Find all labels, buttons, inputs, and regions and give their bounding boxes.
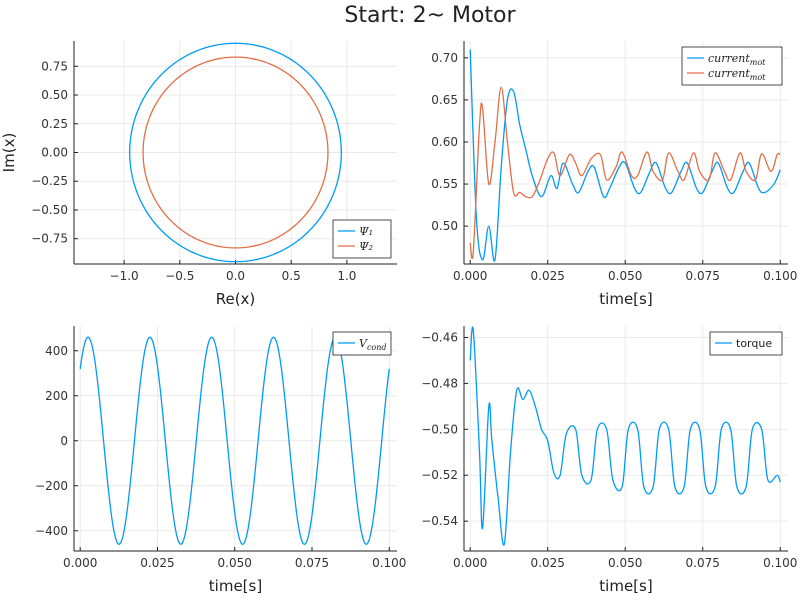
legend: Ψ₁ Ψ₂	[332, 219, 392, 259]
y-tick-label: −0.50	[421, 422, 458, 436]
y-tick-label: −400	[35, 524, 68, 538]
series-line-1	[469, 49, 781, 262]
legend-label: Vcond	[359, 337, 387, 352]
x-tick-label: 0.100	[372, 556, 406, 570]
y-tick-label: 0.00	[41, 146, 68, 160]
y-tick-label: 0.50	[431, 219, 458, 233]
legend-box	[332, 219, 392, 259]
figure-title: Start: 2~ Motor	[344, 3, 516, 28]
y-tick-label: 0.65	[431, 93, 458, 107]
x-tick-label: 1.0	[337, 269, 356, 283]
y-tick-label: −0.25	[31, 174, 68, 188]
y-tick-label: −0.52	[421, 468, 458, 482]
x-tick-label: 0.050	[608, 269, 642, 283]
panel-voltage: 0.000 0.025 0.050 0.075 0.100 −400 −200 0 200 400…	[35, 326, 406, 595]
legend-box	[332, 331, 392, 356]
legend-label: Ψ₂	[359, 240, 373, 253]
series-line-2	[142, 56, 329, 249]
y-tick-label: 200	[45, 389, 68, 403]
x-tick-label: −0.5	[165, 269, 194, 283]
x-tick-label: 0.0	[226, 269, 245, 283]
x-tick-label: 0.5	[282, 269, 301, 283]
x-tick-label: 0.050	[608, 556, 642, 570]
x-tick-label: 0.000	[453, 556, 487, 570]
x-tick-label: 0.100	[763, 269, 797, 283]
y-tick-label: −0.54	[421, 514, 458, 528]
x-tick-label: 0.075	[295, 556, 329, 570]
y-tick-label: 0.50	[41, 88, 68, 102]
series-line-1	[469, 326, 781, 546]
legend-box	[681, 46, 783, 86]
panel-torque: 0.000 0.025 0.050 0.075 0.100 −0.54 −0.52 −0.50…	[421, 326, 797, 595]
y-tick-label: 0	[60, 434, 68, 448]
x-tick-label: 0.025	[140, 556, 174, 570]
series-line-2	[469, 86, 781, 260]
x-tick-label: −1.0	[110, 269, 139, 283]
x-tick-label: 0.000	[63, 556, 97, 570]
panel-flux-circles: −1.0 −0.5 0.0 0.5 1.0 −0.75 −0.50 −0.25 0.00 0.25…	[0, 41, 397, 308]
panel-current: 0.000 0.025 0.050 0.075 0.100 0.50 0.55 0.60 0.6…	[431, 41, 797, 308]
y-tick-label: 400	[45, 344, 68, 358]
series-line-1	[129, 42, 342, 263]
x-tick-label: 0.025	[531, 556, 565, 570]
y-tick-label: 0.60	[431, 135, 458, 149]
y-tick-label: 0.55	[431, 177, 458, 191]
x-axis-label: time[s]	[209, 577, 262, 595]
legend-box	[709, 331, 783, 356]
x-tick-label: 0.025	[531, 269, 565, 283]
y-tick-label: 0.75	[41, 59, 68, 73]
y-tick-label: 0.25	[41, 117, 68, 131]
y-tick-label: −0.75	[31, 232, 68, 246]
x-axis-label: Re(x)	[216, 290, 256, 308]
y-tick-label: −0.46	[421, 330, 458, 344]
x-axis-label: time[s]	[599, 577, 652, 595]
x-tick-label: 0.075	[686, 556, 720, 570]
legend: Vcond	[332, 331, 392, 356]
x-tick-label: 0.075	[686, 269, 720, 283]
legend: torque	[709, 331, 783, 356]
legend-label: currentmot	[708, 67, 766, 82]
y-tick-label: 0.70	[431, 51, 458, 65]
x-tick-label: 0.050	[218, 556, 252, 570]
legend-label: currentmot	[708, 52, 766, 67]
legend-label: Ψ₁	[359, 225, 373, 238]
x-tick-label: 0.000	[453, 269, 487, 283]
y-tick-label: −200	[35, 479, 68, 493]
y-tick-label: −0.50	[31, 203, 68, 217]
x-tick-label: 0.100	[763, 556, 797, 570]
x-axis-label: time[s]	[599, 290, 652, 308]
y-tick-label: −0.48	[421, 376, 458, 390]
legend-label: torque	[736, 337, 772, 350]
y-axis-label: Im(x)	[0, 133, 18, 173]
